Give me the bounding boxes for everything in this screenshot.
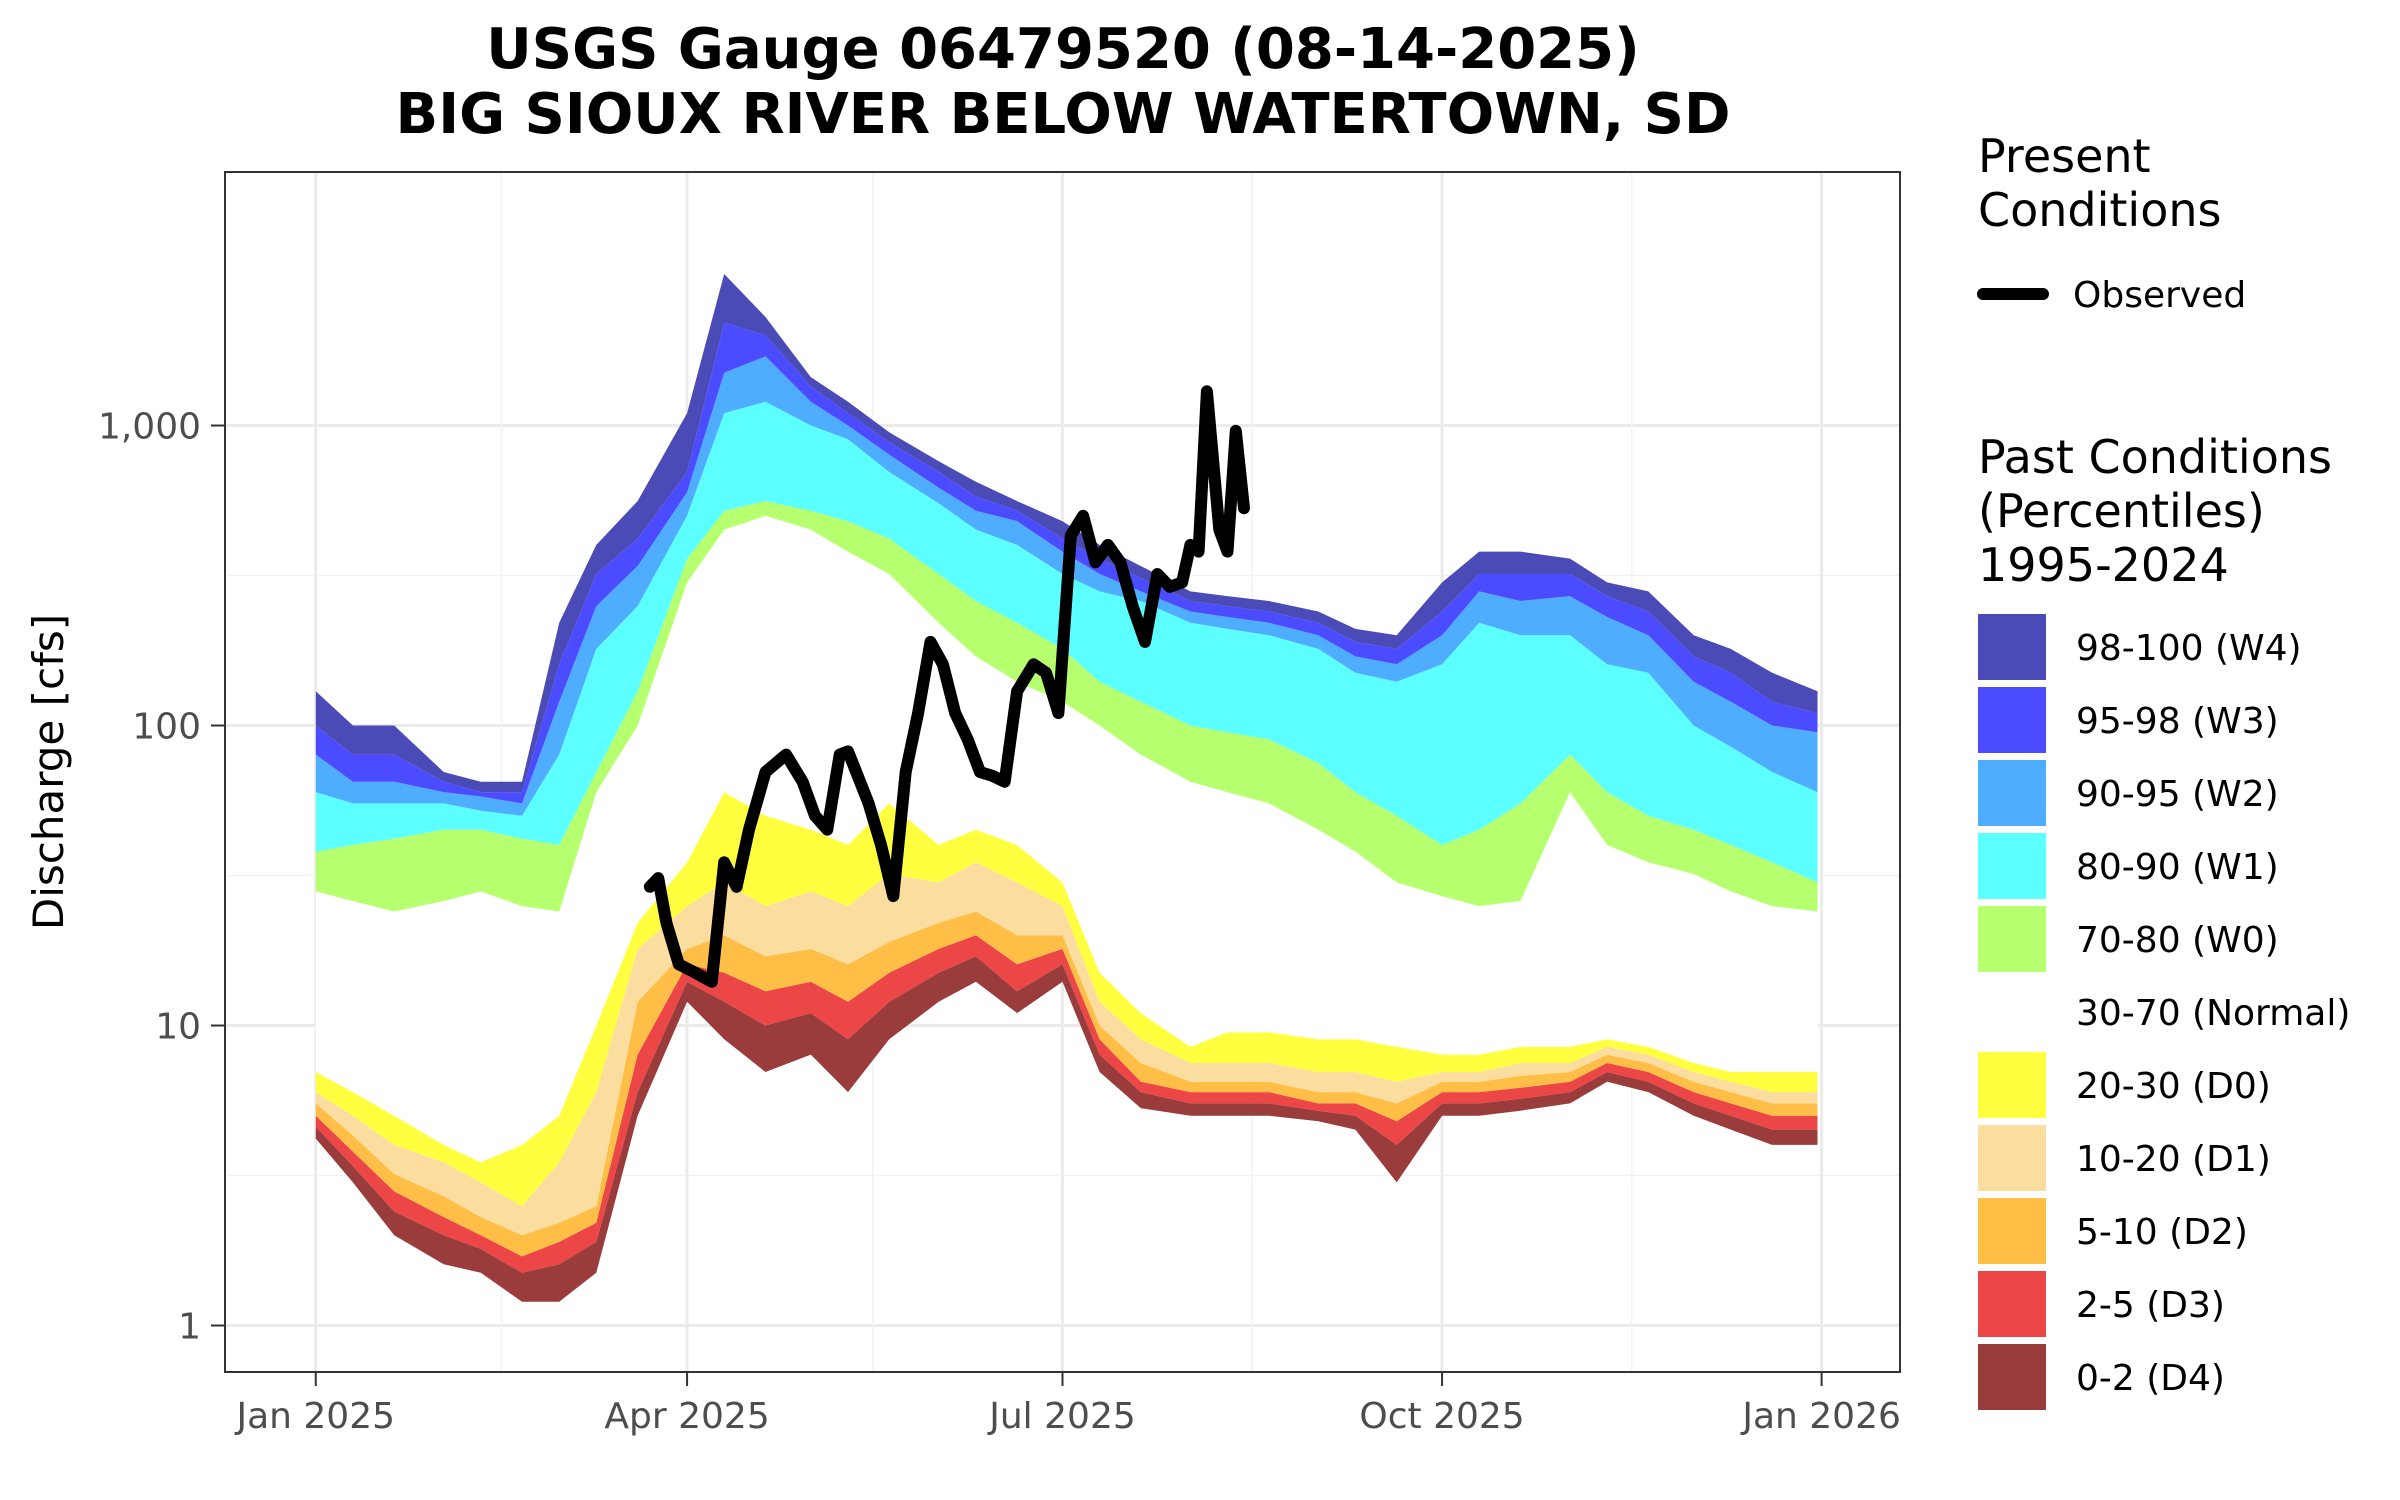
legend-swatch-0-2-d4 (1978, 1344, 2046, 1410)
legend-swatch-90-95-w2 (1978, 760, 2046, 826)
y-tick-label: 10 (155, 1007, 201, 1048)
x-tick-label: Apr 2025 (604, 1396, 769, 1437)
legend-past: Past Conditions (Percentiles) 1995-2024 … (1978, 430, 2350, 1410)
y-tick-label: 1,000 (98, 407, 201, 448)
legend-label-30-70-normal: 30-70 (Normal) (2076, 993, 2350, 1034)
legend-label-0-2-d4: 0-2 (D4) (2076, 1358, 2225, 1399)
legend-past-title-line-3: 1995-2024 (1978, 538, 2229, 592)
chart-title-line-1: USGS Gauge 06479520 (08-14-2025) (486, 17, 1639, 82)
legend-label-10-20-d1: 10-20 (D1) (2076, 1139, 2271, 1180)
legend-swatch-20-30-d0 (1978, 1052, 2046, 1118)
percentile-bands (315, 274, 1818, 1302)
y-axis: 1 10 100 1,000 (98, 407, 225, 1348)
legend-label-20-30-d0: 20-30 (D0) (2076, 1066, 2271, 1107)
y-tick-label: 100 (132, 707, 201, 748)
chart-title-line-2: BIG SIOUX RIVER BELOW WATERTOWN, SD (396, 82, 1731, 147)
observed-series (643, 385, 1250, 988)
y-tick-label: 1 (178, 1307, 201, 1348)
band-5-10-d2 (315, 911, 1818, 1257)
legend-swatch-70-80-w0 (1978, 906, 2046, 972)
legend-swatch-30-70-normal (1978, 979, 2046, 1045)
band-2-5-d3 (315, 935, 1818, 1273)
band-30-70-normal (315, 515, 1818, 1163)
legend-label-95-98-w3: 95-98 (W3) (2076, 701, 2279, 742)
x-tick-label: Jul 2025 (987, 1396, 1136, 1437)
x-tick-label: Jan 2025 (234, 1396, 395, 1437)
band-20-30-d0 (315, 792, 1818, 1207)
band-95-98-w3 (315, 322, 1818, 804)
legend-label-2-5-d3: 2-5 (D3) (2076, 1285, 2225, 1326)
legend-swatch-98-100-w4 (1978, 614, 2046, 680)
y-axis-title: Discharge [cfs] (24, 614, 73, 930)
legend-swatch-5-10-d2 (1978, 1198, 2046, 1264)
legend-observed-label: Observed (2073, 275, 2246, 316)
legend-label-5-10-d2: 5-10 (D2) (2076, 1212, 2248, 1253)
legend-swatch-80-90-w1 (1978, 833, 2046, 899)
legend-label-70-80-w0: 70-80 (W0) (2076, 920, 2279, 961)
legend-present-title-line-1: Present (1978, 129, 2151, 183)
legend-label-98-100-w4: 98-100 (W4) (2076, 628, 2302, 669)
legend-past-title-line-2: (Percentiles) (1978, 484, 2265, 538)
x-axis: Jan 2025 Apr 2025 Jul 2025 Oct 2025 Jan 2026 (234, 1372, 1901, 1437)
x-tick-label: Jan 2026 (1740, 1396, 1901, 1437)
legend-label-80-90-w1: 80-90 (W1) (2076, 847, 2279, 888)
legend-past-title-line-1: Past Conditions (1978, 430, 2332, 484)
legend-present-title-line-2: Conditions (1978, 183, 2221, 237)
band-10-20-d1 (315, 862, 1818, 1236)
x-tick-label: Oct 2025 (1359, 1396, 1524, 1437)
band-70-80-w0 (315, 501, 1818, 912)
observed-line (643, 385, 1250, 988)
legend-swatch-2-5-d3 (1978, 1271, 2046, 1337)
band-0-2-d4 (315, 956, 1818, 1302)
legend-present: Present Conditions Observed (1977, 129, 2246, 316)
legend-label-90-95-w2: 90-95 (W2) (2076, 774, 2279, 815)
legend-past-entries: 98-100 (W4) 95-98 (W3) 90-95 (W2) 80-90 (W1… (1978, 614, 2350, 1410)
legend-swatch-10-20-d1 (1978, 1125, 2046, 1191)
legend-swatch-95-98-w3 (1978, 687, 2046, 753)
